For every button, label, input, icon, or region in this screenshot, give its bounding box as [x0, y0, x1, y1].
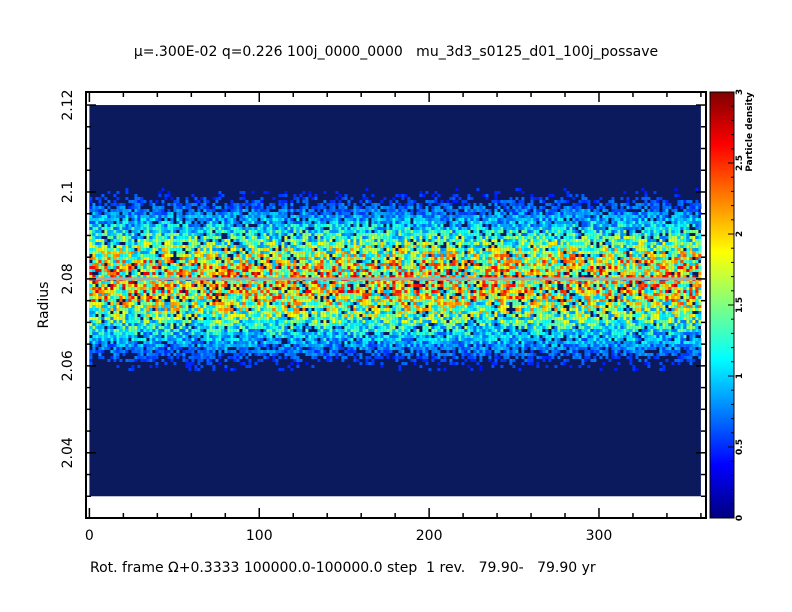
y-tick-label: 2.12	[60, 89, 76, 120]
colorbar-tick-label: 3	[735, 89, 745, 95]
x-tick-label: 100	[246, 528, 273, 544]
y-tick-label: 2.04	[60, 437, 76, 468]
colorbar-tick-label: 1	[735, 373, 745, 379]
heatmap-cells	[89, 188, 702, 371]
colorbar-tick-label: 0	[735, 515, 745, 521]
colorbar-tick-label: 2	[735, 231, 745, 237]
y-tick-label: 2.08	[60, 263, 76, 294]
colorbar-tick-label: 1.5	[735, 297, 745, 313]
x-tick-label: 300	[586, 528, 613, 544]
colorbar-tick-label: 2.5	[735, 155, 745, 171]
footer-caption: Rot. frame Ω+0.3333 100000.0-100000.0 st…	[90, 560, 596, 576]
y-tick-label: 2.06	[60, 350, 76, 381]
colorbar-label: Particle density	[745, 92, 755, 172]
plot-frame	[85, 91, 707, 519]
x-axis: 0 100 200 300	[85, 92, 702, 544]
colorbar-tick-label: 0.5	[735, 439, 745, 455]
x-tick-label: 200	[416, 528, 443, 544]
title-text: =.300E-02 q=0.226 100j_0000_0000 mu_3d3_…	[142, 44, 659, 60]
y-tick-label: 2.1	[60, 181, 76, 203]
mu-symbol: μ	[133, 44, 143, 60]
y-axis: 2.04 2.06 2.08 2.1 2.12	[60, 89, 706, 498]
chart-title: μ=.300E-02 q=0.226 100j_0000_0000 mu_3d3…	[0, 44, 792, 60]
x-tick-label: 0	[85, 528, 94, 544]
